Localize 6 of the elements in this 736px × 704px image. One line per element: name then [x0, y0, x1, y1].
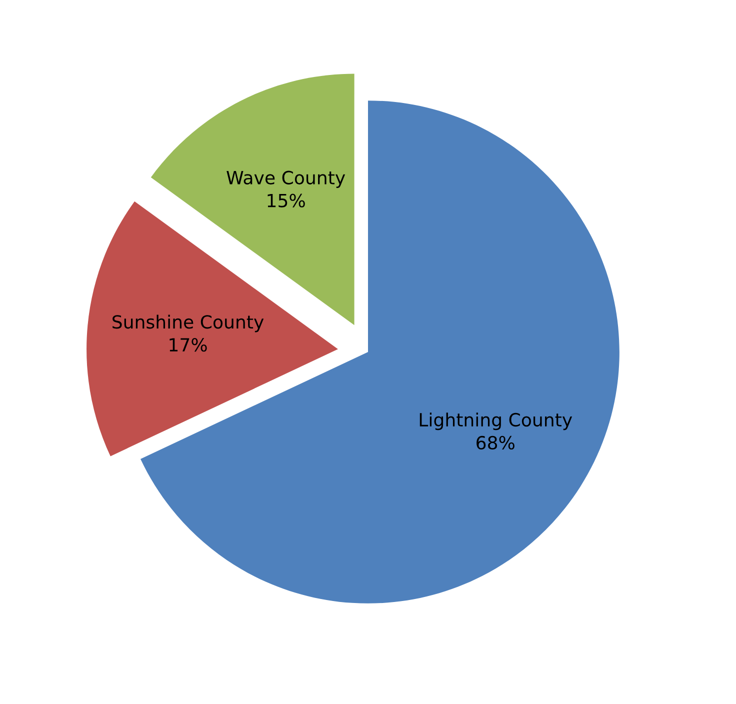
- data-label: 17%: [170, 338, 207, 352]
- data-label: 68%: [476, 436, 514, 450]
- data-label: 15%: [268, 194, 305, 208]
- slice-label: Lightning County: [420, 412, 572, 430]
- slice-label: Wave County: [226, 170, 346, 188]
- slice-label: Sunshine County: [112, 314, 264, 332]
